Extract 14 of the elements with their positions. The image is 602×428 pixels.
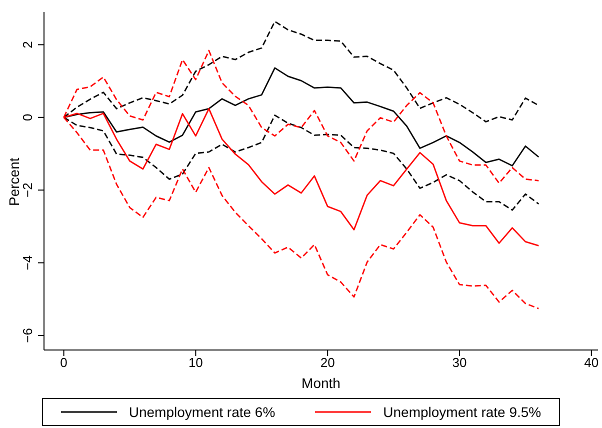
y-tick-label: 2	[20, 41, 35, 48]
y-tick-label: −2	[20, 182, 35, 198]
y-tick-label: −4	[20, 255, 35, 270]
x-tick-label: 40	[584, 355, 599, 370]
x-axis-title: Month	[302, 375, 340, 391]
legend-label: Unemployment rate 6%	[128, 404, 276, 420]
y-tick-label: 0	[20, 114, 35, 122]
x-tick-label: 10	[188, 355, 203, 370]
legend-label: Unemployment rate 9.5%	[383, 404, 542, 420]
y-tick-label: −6	[20, 328, 35, 343]
x-tick-label: 0	[60, 355, 68, 370]
x-tick-label: 20	[320, 355, 335, 370]
x-tick-label: 30	[452, 355, 467, 370]
y-axis-title: Percent	[6, 158, 22, 206]
